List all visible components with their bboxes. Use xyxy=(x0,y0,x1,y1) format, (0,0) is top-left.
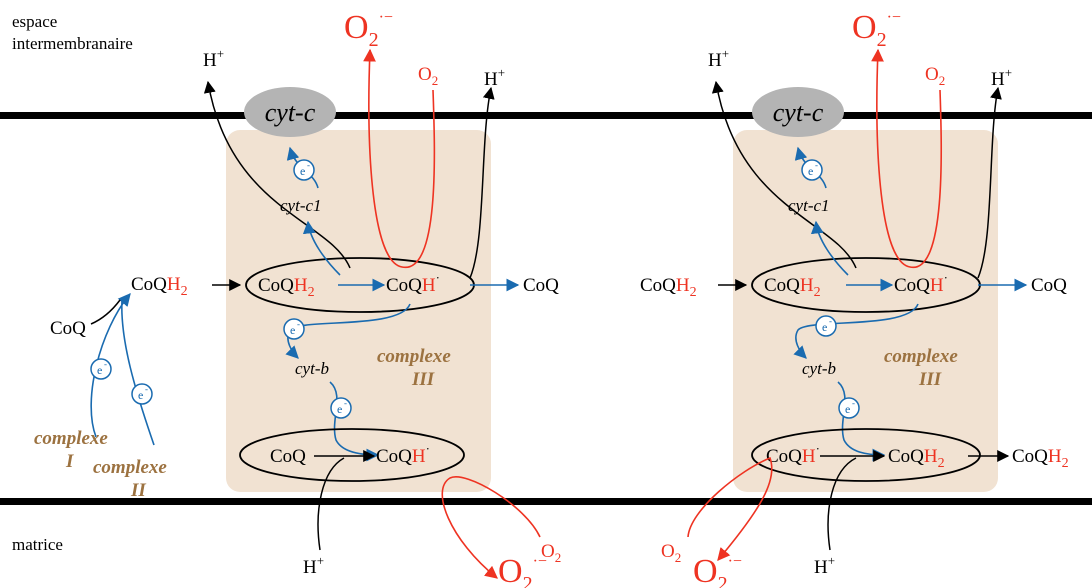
electron-icon-cytb-right-sup: - xyxy=(829,316,832,326)
electron-icon-cytc-left-label: e xyxy=(300,164,305,178)
qo-coqh2-right: CoQH2 xyxy=(764,275,821,300)
oxygen-label-qi-left: O2 xyxy=(541,541,561,565)
superoxide-label-bottom-left: O2·− xyxy=(498,553,547,588)
electron-icon-complex-II xyxy=(131,383,153,405)
electron-icon-qi-left-label: e xyxy=(337,402,342,416)
complexe-I-roman: I xyxy=(65,451,74,472)
electron-icon-cytb-left-sup: - xyxy=(297,319,300,329)
proton-label-top-right-2: H+ xyxy=(991,65,1012,90)
electron-icon-qi-right xyxy=(838,397,860,419)
cytc-label-right: cyt-c xyxy=(773,98,824,127)
proton-label-top-right-1: H+ xyxy=(708,46,729,71)
proton-out-arrow-left-2 xyxy=(469,86,495,279)
proton-in-path-left xyxy=(317,457,345,551)
electron-path-qi-right xyxy=(837,381,886,462)
superoxide-path-qi-right xyxy=(687,456,773,561)
electron-icon-complex-I xyxy=(90,358,112,380)
electron-icon-complex-II-sup: - xyxy=(145,384,148,394)
electron-icon-cytb-left xyxy=(283,318,305,340)
proton-in-path-right xyxy=(827,457,857,551)
coq-input-left: CoQ xyxy=(50,318,86,339)
electron-icon-qi-left xyxy=(330,397,352,419)
electron-icon-complex-II-label: e xyxy=(138,388,143,402)
oxygen-label-qo-left: O2 xyxy=(418,64,438,88)
electron-icon-cytc-left xyxy=(293,159,315,181)
electron-path-complex-II xyxy=(121,299,155,446)
superoxide-label-top-right: O2·− xyxy=(852,9,901,51)
electron-icon-cytc-right-label: e xyxy=(808,164,813,178)
electron-icon-qi-right-label: e xyxy=(845,402,850,416)
qo-coqh2-left: CoQH2 xyxy=(258,275,315,300)
electron-path-cytb-right xyxy=(793,303,919,359)
superoxide-path-qo-left xyxy=(363,48,436,268)
cytc1-label-left: cyt-c1 xyxy=(280,196,322,215)
complexe-III-label-left: complexe xyxy=(377,346,451,367)
electron-icon-cytb-left-label: e xyxy=(290,323,295,337)
complexe-III-roman-right: III xyxy=(918,369,942,390)
electron-path-qi-left xyxy=(329,381,380,462)
superoxide-path-qo-right xyxy=(871,48,943,268)
proton-label-bottom-right: H+ xyxy=(814,553,835,578)
qo-coqh-radical-left: CoQH· xyxy=(386,270,440,296)
intermembrane-space-label-1: espace xyxy=(12,12,57,31)
qo-coqh-radical-right: CoQH· xyxy=(894,270,948,296)
complexe-II-roman: II xyxy=(130,480,146,501)
proton-label-top-left-2: H+ xyxy=(484,65,505,90)
cytc-label-left: cyt-c xyxy=(265,98,316,127)
qi-coqh2-right: CoQH2 xyxy=(888,446,945,471)
complex-III-box-right xyxy=(733,130,998,492)
qi-site-ellipse-right xyxy=(751,428,981,482)
electron-icon-cytc-right xyxy=(801,159,823,181)
oxygen-label-qi-right: O2 xyxy=(661,541,681,565)
matrix-label: matrice xyxy=(12,535,63,554)
proton-out-arrow-left-1 xyxy=(203,80,351,269)
qi-coq-left: CoQ xyxy=(270,446,306,467)
electron-icon-qi-right-sup: - xyxy=(852,398,855,408)
electron-icon-cytb-right-label: e xyxy=(822,320,827,334)
cytc1-label-right: cyt-c1 xyxy=(788,196,830,215)
qi-coqh-radical-right: CoQH· xyxy=(766,441,820,467)
electron-icon-qi-left-sup: - xyxy=(344,398,347,408)
qi-coqh-radical-left: CoQH· xyxy=(376,441,430,467)
coq-to-complex-line xyxy=(90,299,121,325)
proton-label-bottom-left: H+ xyxy=(303,553,324,578)
oxygen-label-qo-right: O2 xyxy=(925,64,945,88)
cytb-label-right: cyt-b xyxy=(802,359,836,378)
complexe-III-roman-left: III xyxy=(411,369,435,390)
electron-icon-cytb-right xyxy=(815,315,837,337)
coqh2-outside-left: CoQH2 xyxy=(131,274,188,299)
complex-III-box-left xyxy=(226,130,491,492)
complexe-I-label: complexe xyxy=(34,428,108,449)
membrane-top xyxy=(0,112,1092,119)
cytc-oval-right xyxy=(752,87,844,137)
intermembrane-space-label-2: intermembranaire xyxy=(12,34,133,53)
released-coq-right: CoQ xyxy=(1031,275,1067,296)
electron-icon-cytc-right-sup: - xyxy=(815,160,818,170)
complexe-II-label: complexe xyxy=(93,457,167,478)
proton-out-arrow-right-2 xyxy=(977,86,1002,279)
electron-path-cytc1-left xyxy=(302,220,341,276)
released-coqh2-right: CoQH2 xyxy=(1012,446,1069,471)
cytc-oval-left xyxy=(244,87,336,137)
superoxide-label-bottom-right: O2·− xyxy=(693,553,742,588)
superoxide-label-top-left: O2·− xyxy=(344,9,393,51)
coqh2-outside-right: CoQH2 xyxy=(640,275,697,300)
released-coq-left: CoQ xyxy=(523,275,559,296)
qi-site-ellipse-left xyxy=(239,428,465,482)
superoxide-path-qi-left xyxy=(441,476,541,579)
proton-label-top-left-1: H+ xyxy=(203,46,224,71)
proton-out-arrow-right-1 xyxy=(711,80,857,269)
electron-path-cytc1-right xyxy=(810,220,849,276)
complexe-III-label-right: complexe xyxy=(884,346,958,367)
electron-icon-cytc-left-sup: - xyxy=(307,160,310,170)
electron-icon-complex-I-label: e xyxy=(97,363,102,377)
cytb-label-left: cyt-b xyxy=(295,359,329,378)
electron-icon-complex-I-sup: - xyxy=(104,359,107,369)
membrane-bottom xyxy=(0,498,1092,505)
